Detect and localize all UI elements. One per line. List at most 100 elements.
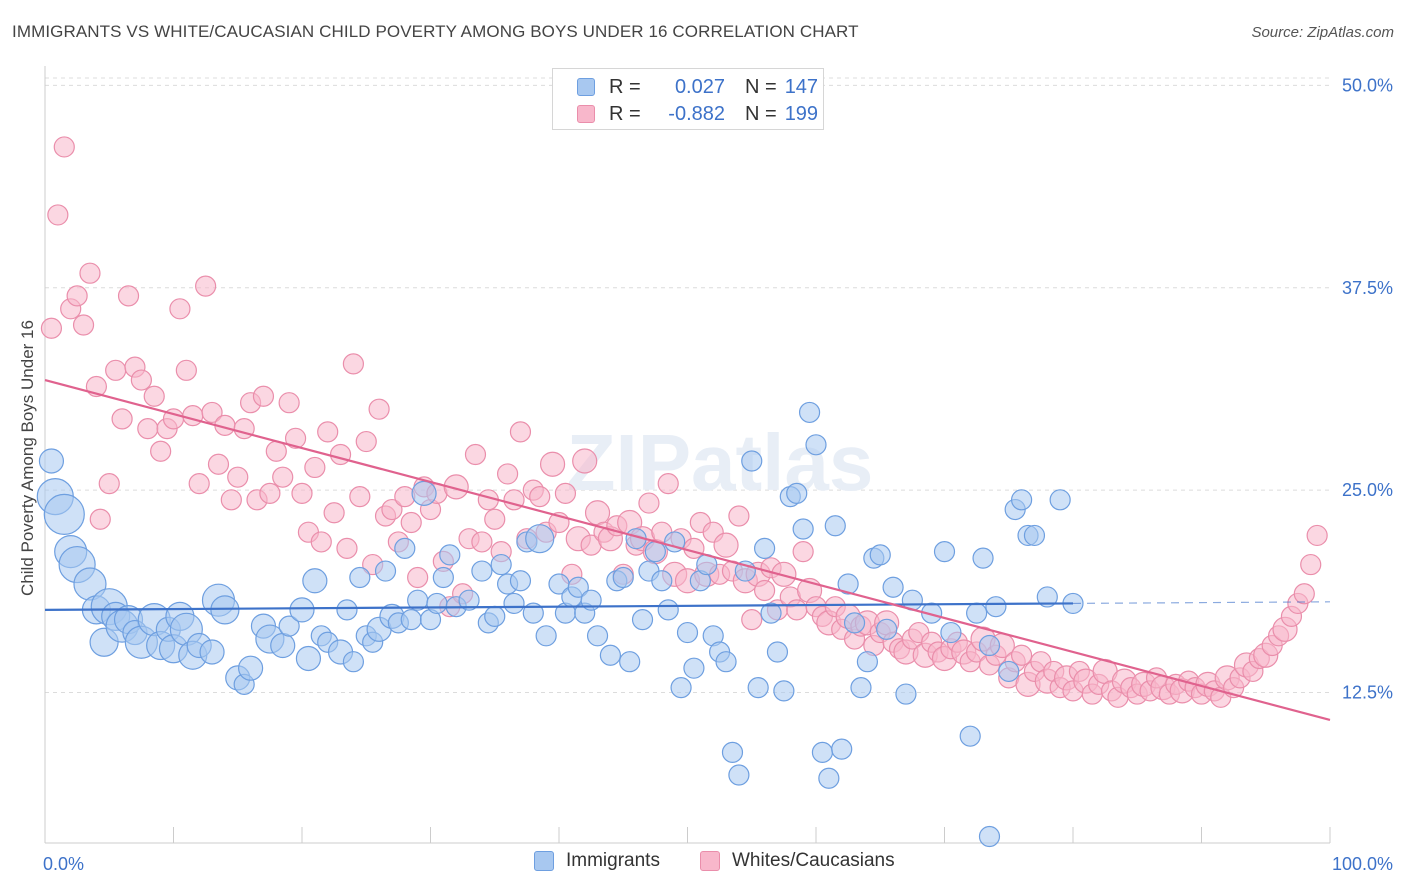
whites-point xyxy=(584,500,611,526)
immigrants-point xyxy=(484,605,506,627)
whites-point xyxy=(753,579,776,602)
immigrants-point xyxy=(657,599,679,621)
immigrants-point xyxy=(683,657,705,679)
immigrants-point xyxy=(336,599,358,621)
immigrants-point xyxy=(676,621,699,644)
immigrants-point xyxy=(850,676,872,699)
immigrants-point xyxy=(753,537,776,559)
immigrants-point xyxy=(43,493,85,535)
immigrants-point xyxy=(978,634,1001,657)
whites-point xyxy=(169,298,191,320)
legend-n-label: N = xyxy=(745,102,777,125)
immigrants-point xyxy=(522,602,544,624)
immigrants-point xyxy=(876,618,898,640)
immigrants-point xyxy=(38,448,65,474)
immigrants-point xyxy=(818,767,840,789)
immigrants-point xyxy=(843,612,866,634)
immigrants-point xyxy=(747,676,769,699)
whites-point xyxy=(265,440,287,462)
immigrants-point xyxy=(856,651,879,673)
y-tick-label: 25.0% xyxy=(1342,480,1393,500)
x-tick-label-min: 0.0% xyxy=(43,854,84,874)
legend-row-whites: R = -0.882 N = 199 xyxy=(577,100,818,128)
immigrants-point xyxy=(978,825,1001,848)
whites-point xyxy=(464,443,487,466)
immigrants-point xyxy=(432,566,454,589)
whites-point xyxy=(355,430,377,453)
whites-point xyxy=(143,385,165,407)
immigrants-point xyxy=(394,537,416,559)
whites-point xyxy=(509,421,532,443)
immigrants-point xyxy=(238,655,264,681)
immigrants-point xyxy=(985,596,1007,618)
whites-point xyxy=(252,385,275,407)
immigrants-point xyxy=(374,560,397,582)
legend-row-immigrants: R = 0.027 N = 147 xyxy=(577,73,818,101)
whites-point xyxy=(175,359,197,381)
whites-point xyxy=(89,508,111,530)
immigrants-point xyxy=(837,573,859,595)
immigrants-point xyxy=(721,741,744,763)
immigrants-trend-extension xyxy=(1072,601,1331,605)
whites-point xyxy=(400,511,422,534)
x-tick-label-max: 100.0% xyxy=(1332,854,1393,874)
immigrants-point xyxy=(342,651,364,673)
whites-point xyxy=(657,473,679,495)
immigrants-point xyxy=(270,632,296,659)
whites-point xyxy=(792,541,814,563)
legend-r-value-immigrants: 0.027 xyxy=(674,75,725,98)
immigrants-point xyxy=(1049,489,1071,511)
whites-point xyxy=(40,317,63,339)
immigrants-point xyxy=(869,544,891,566)
watermark: ZIPatlas xyxy=(567,418,874,507)
immigrants-point xyxy=(411,480,437,506)
whites-point xyxy=(323,502,345,524)
whites-point xyxy=(554,482,577,504)
y-tick-label: 12.5% xyxy=(1342,682,1393,702)
immigrants-point xyxy=(302,568,328,594)
whites-point xyxy=(105,359,127,381)
immigrants-point xyxy=(503,592,525,615)
whites-trend-line xyxy=(44,378,1331,722)
immigrants-point xyxy=(786,482,808,504)
correlation-legend: R = 0.027 N = 147 R = -0.882 N = 199 xyxy=(552,68,824,130)
whites-point xyxy=(272,466,294,488)
whites-point xyxy=(713,532,739,558)
immigrants-point xyxy=(972,547,994,569)
whites-point xyxy=(259,482,281,504)
immigrants-point xyxy=(199,639,225,665)
immigrants-point xyxy=(580,589,602,611)
whites-point xyxy=(284,427,307,449)
whites-point xyxy=(182,405,204,427)
immigrants-point xyxy=(773,680,795,702)
legend-r-label: R = xyxy=(609,102,641,125)
immigrants-point xyxy=(586,625,609,647)
legend-swatch-whites xyxy=(577,105,595,123)
whites-point xyxy=(394,485,416,508)
whites-point xyxy=(79,262,101,284)
immigrants-point xyxy=(509,570,532,592)
immigrants-point xyxy=(959,725,981,747)
whites-point xyxy=(638,492,660,514)
bottom-legend-swatch-whites xyxy=(700,851,720,871)
whites-point xyxy=(317,421,339,443)
immigrants-point xyxy=(278,615,300,637)
whites-point xyxy=(201,401,223,424)
legend-r-value-whites: -0.882 xyxy=(668,102,725,125)
legend-swatch-immigrants xyxy=(577,78,595,96)
whites-point xyxy=(539,451,566,477)
immigrants-point xyxy=(831,738,853,760)
immigrants-point xyxy=(811,741,834,763)
immigrants-point xyxy=(349,566,371,589)
immigrants-point xyxy=(805,434,827,456)
immigrants-point xyxy=(631,609,654,631)
whites-point xyxy=(368,398,390,420)
whites-point xyxy=(728,505,750,527)
whites-point xyxy=(72,314,95,336)
legend-r-label: R = xyxy=(609,75,641,98)
y-tick-label: 50.0% xyxy=(1342,75,1393,95)
immigrants-point xyxy=(882,576,904,598)
whites-point xyxy=(220,489,242,511)
whites-point xyxy=(342,353,364,375)
